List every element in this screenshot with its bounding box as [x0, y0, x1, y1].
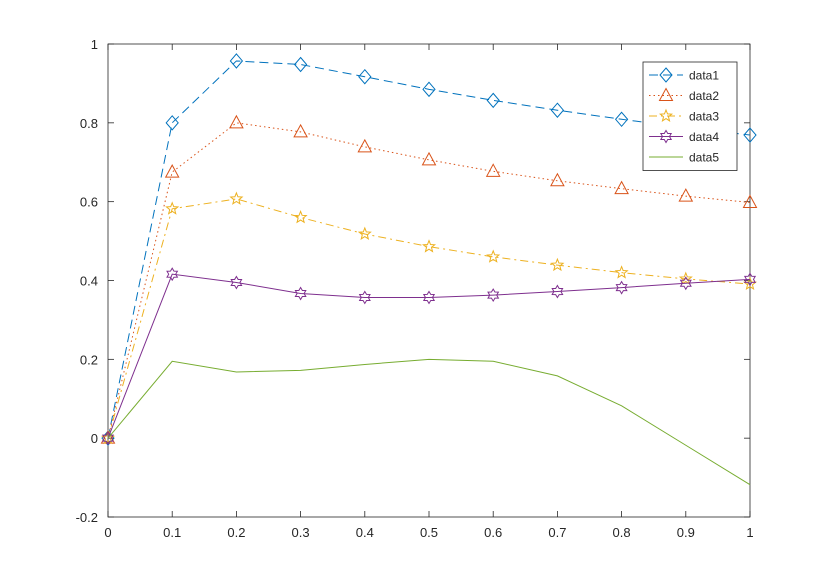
data-point-data3 — [165, 201, 180, 215]
data-point-data4 — [101, 431, 115, 446]
data-point-data3 — [486, 249, 501, 263]
data-point-data1 — [743, 127, 757, 143]
data-point-data2 — [742, 194, 758, 208]
data-point-data1 — [293, 56, 308, 73]
y-tick-label: 0.8 — [80, 116, 98, 131]
x-tick-label: 0.7 — [548, 525, 566, 540]
data-point-data1 — [486, 92, 500, 109]
data-point-data2 — [164, 164, 180, 178]
legend-label-data4: data4 — [689, 130, 719, 144]
legend-label-data2: data2 — [689, 89, 719, 103]
y-tick-label: 0.6 — [80, 195, 98, 210]
data-point-data4 — [294, 286, 307, 301]
data-point-data2 — [229, 114, 244, 129]
data-point-data4 — [166, 267, 179, 282]
legend-label-data1: data1 — [689, 69, 719, 83]
data-point-data3 — [614, 265, 629, 279]
data-point-data4 — [679, 276, 692, 291]
legend-marker-data4 — [659, 129, 673, 144]
data-point-data4 — [487, 288, 500, 303]
x-tick-label: 0.8 — [613, 525, 631, 540]
data-point-data1 — [614, 111, 629, 128]
legend-marker-data2 — [658, 87, 674, 101]
y-tick-label: -0.2 — [76, 510, 98, 525]
data-point-data2 — [614, 180, 629, 195]
data-point-data4 — [551, 284, 564, 299]
series-line-data5 — [107, 358, 751, 486]
y-tick-label: 0 — [91, 431, 98, 446]
x-tick-label: 0.2 — [227, 525, 245, 540]
y-tick-label: 1 — [91, 37, 98, 52]
x-tick-label: 0.5 — [420, 525, 438, 540]
x-tick-label: 0.4 — [356, 525, 374, 540]
y-tick-label: 0.4 — [80, 274, 98, 289]
legend-label-data3: data3 — [689, 110, 719, 124]
series-group — [100, 53, 758, 486]
data-point-data1 — [165, 115, 179, 131]
data-point-data3 — [293, 210, 308, 224]
legend: data1 data2 data3 data4 data5 — [642, 61, 738, 171]
data-point-data3 — [550, 257, 565, 272]
data-point-data3 — [421, 239, 437, 253]
data-point-data2 — [678, 188, 694, 202]
y-tick-label: 0.2 — [80, 352, 98, 367]
data-point-data1 — [550, 102, 565, 118]
data-point-data2 — [550, 172, 565, 187]
legend-marker-data3 — [658, 108, 674, 122]
legend-label-data5: data5 — [689, 151, 719, 165]
data-point-data3 — [678, 271, 693, 285]
data-point-data1 — [229, 53, 244, 69]
data-point-data1 — [422, 81, 436, 98]
legend-marker-data1 — [659, 67, 673, 83]
series-line-data4 — [107, 273, 751, 439]
data-point-data3 — [229, 191, 244, 205]
data-point-data2 — [293, 123, 308, 138]
x-tick-label: 0.9 — [677, 525, 695, 540]
x-tick-label: 0.6 — [484, 525, 502, 540]
data-point-data4 — [743, 272, 757, 287]
x-tick-label: 0 — [104, 525, 111, 540]
x-tick-label: 0.1 — [163, 525, 181, 540]
data-point-data1 — [358, 68, 372, 85]
data-point-data4 — [615, 280, 628, 295]
data-point-data4 — [230, 275, 243, 290]
data-point-data2 — [421, 151, 437, 166]
data-point-data2 — [100, 430, 116, 444]
series-line-data1 — [107, 60, 751, 439]
data-point-data4 — [422, 290, 436, 305]
x-tick-label: 0.3 — [292, 525, 310, 540]
x-tick-label: 1 — [746, 525, 753, 540]
data-point-data2 — [485, 163, 501, 177]
legend-box — [642, 61, 738, 171]
data-point-data4 — [358, 290, 371, 305]
data-point-data2 — [357, 138, 373, 153]
data-point-data3 — [357, 226, 372, 240]
